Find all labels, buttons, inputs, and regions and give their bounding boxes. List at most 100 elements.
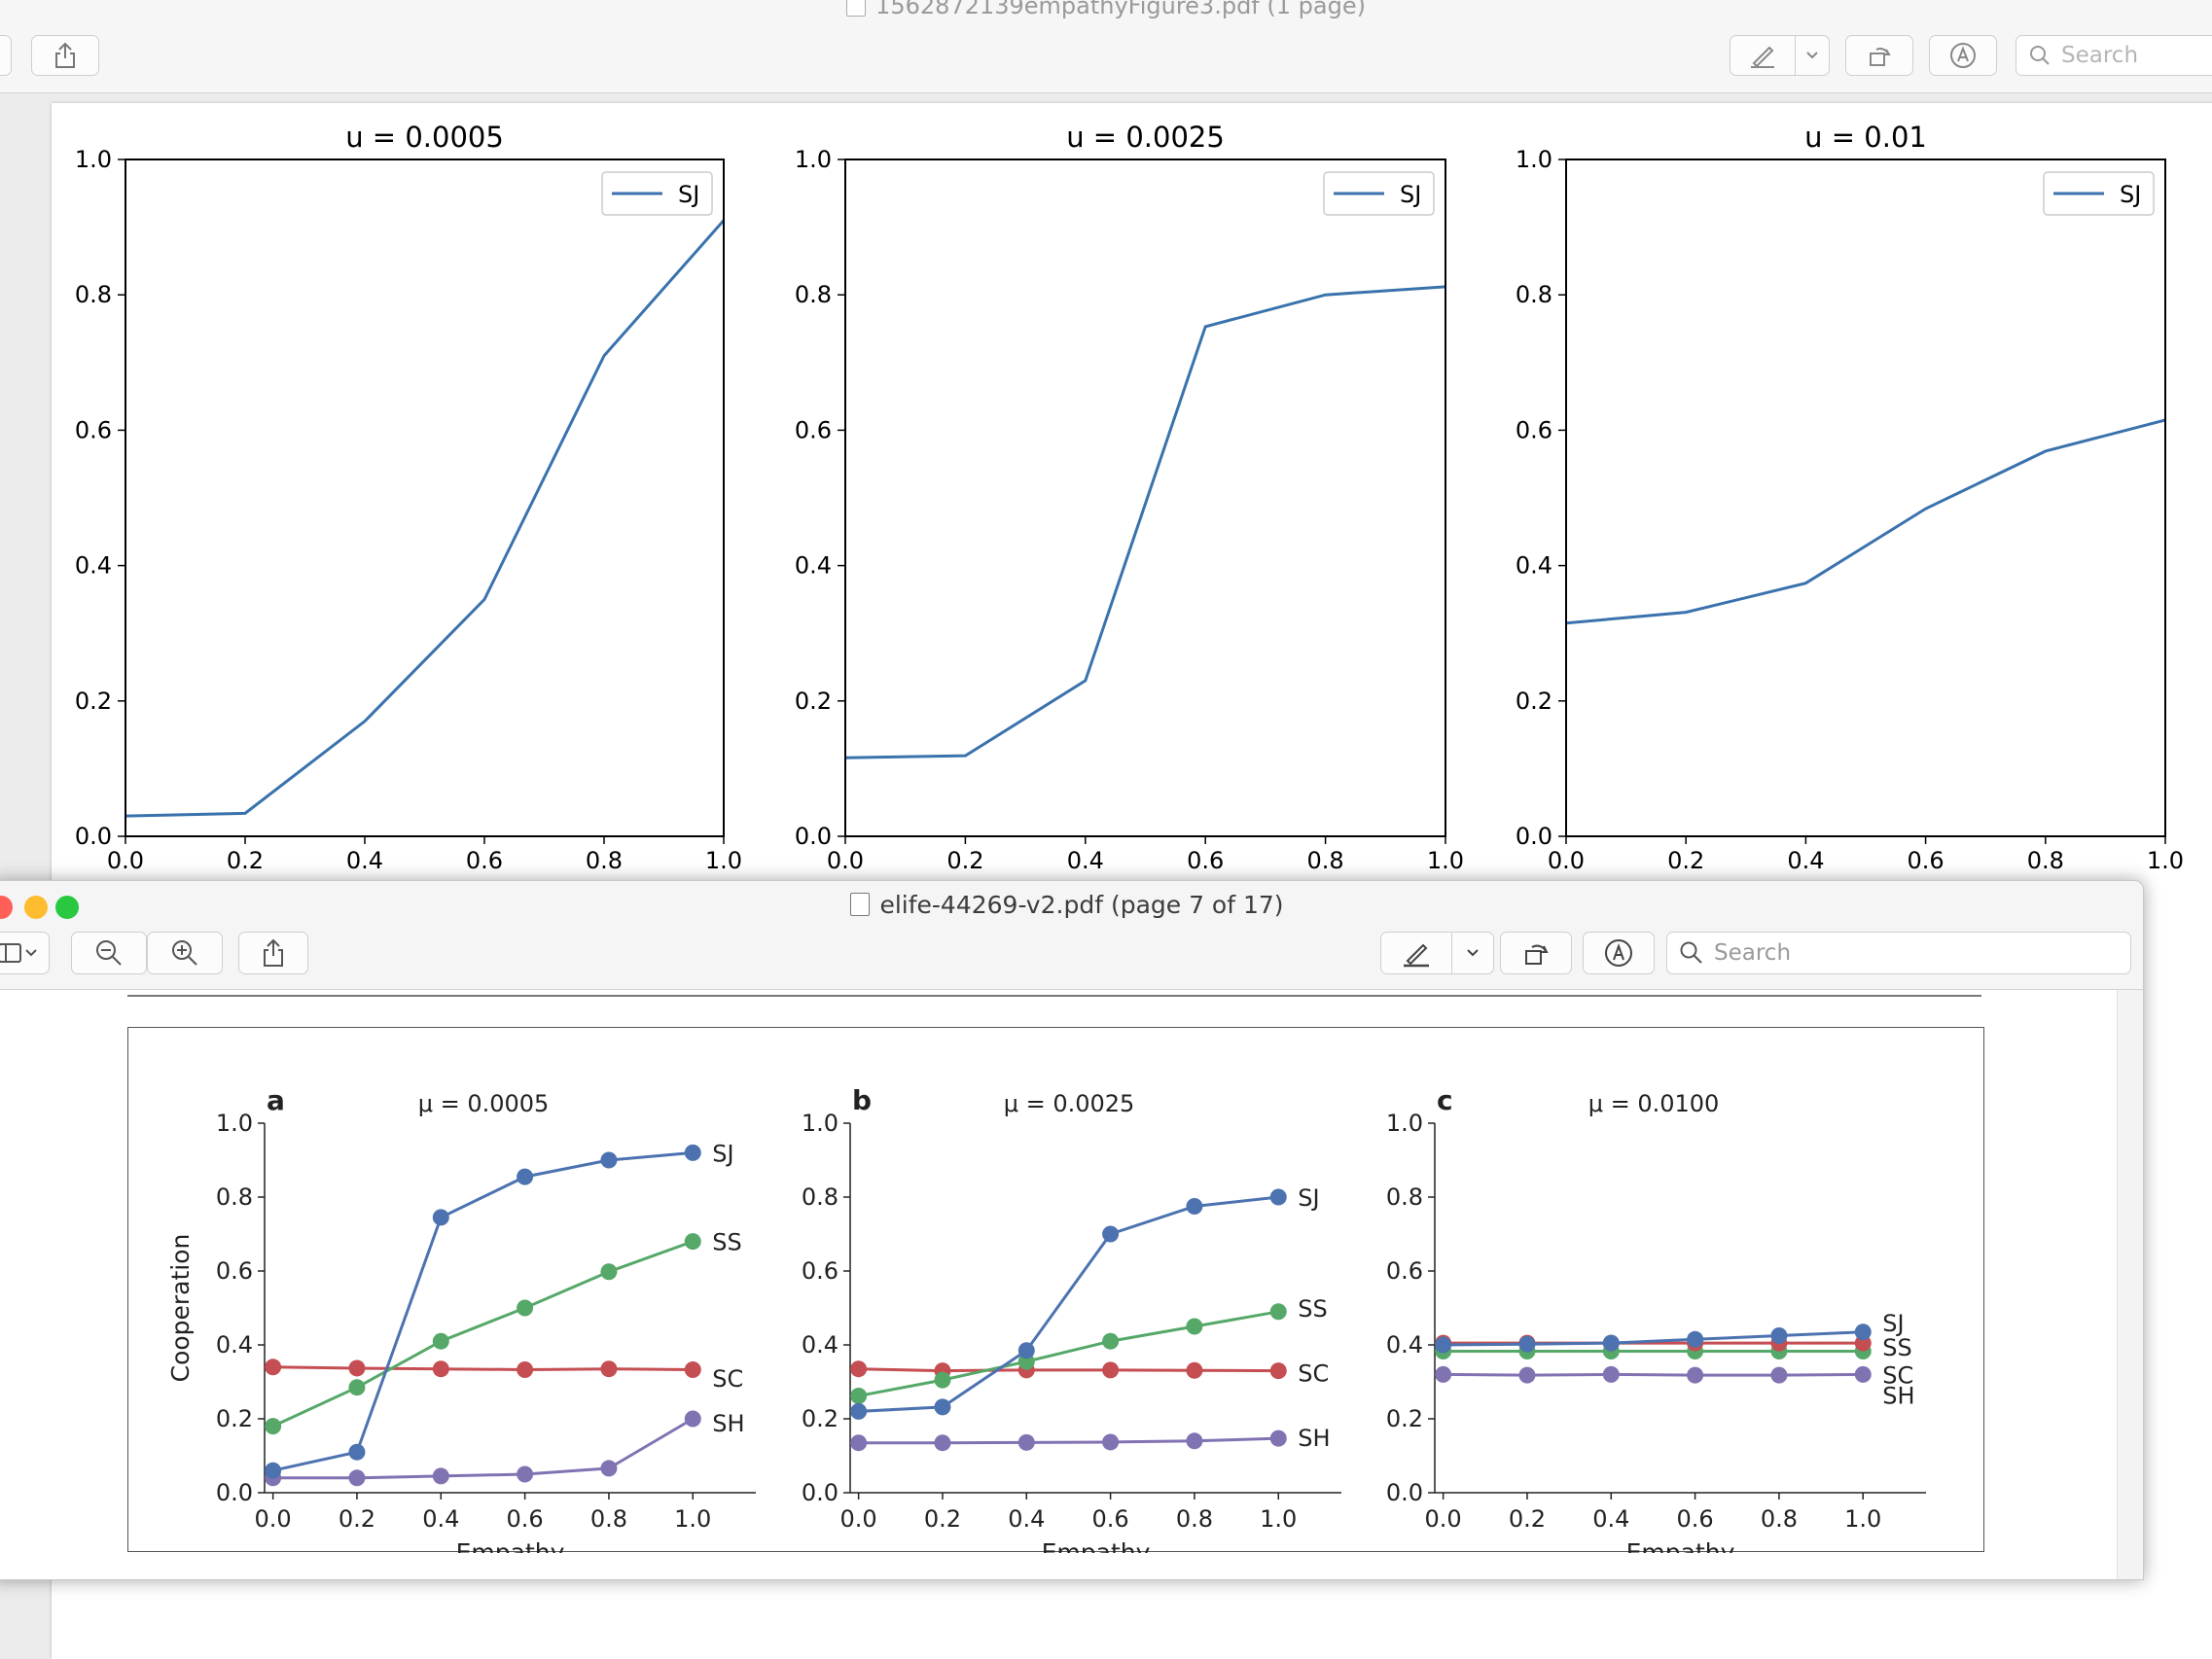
bottom-chart-a: a μ = 0.0005 0.0 0.2 0.4 0.6 0.8 1.0 0.0 0.2 0.4 0.…: [166, 1084, 756, 1553]
series-point-sh: [432, 1467, 449, 1485]
minimize-window-button[interactable]: [24, 896, 48, 919]
series-point-sh: [1017, 1433, 1035, 1451]
close-window-button[interactable]: [0, 896, 13, 919]
x-tick-label: 0.6: [507, 1505, 544, 1533]
y-tick-label: 0.4: [802, 1331, 838, 1359]
series-point-sj: [1854, 1324, 1872, 1341]
series-point-sh: [1602, 1365, 1620, 1383]
annotate-icon: [1605, 939, 1632, 967]
x-tick-label: 0.4: [1067, 847, 1104, 874]
markup-pen-icon: [1751, 46, 1774, 68]
y-tick-label: 0.4: [216, 1331, 253, 1359]
x-axis-label: Empathy: [456, 1538, 565, 1553]
x-tick-label: 0.2: [1509, 1505, 1546, 1533]
back-markup-button[interactable]: [1730, 35, 1796, 76]
x-tick-label: 0.2: [1667, 847, 1704, 874]
x-tick-label: 1.0: [674, 1505, 711, 1533]
zoom-window-button[interactable]: [55, 896, 79, 919]
markup-dropdown[interactable]: [1451, 932, 1494, 974]
series-line-sh: [858, 1436, 1279, 1445]
x-tick-label: 0.6: [466, 847, 503, 874]
series-point-sj: [1602, 1334, 1620, 1352]
bottom-figure: a μ = 0.0005 0.0 0.2 0.4 0.6 0.8 1.0 0.0 0.2 0.4 0.…: [166, 1084, 1926, 1553]
x-tick-label: 1.0: [2147, 847, 2184, 874]
series-point-sh: [1518, 1366, 1536, 1384]
series-line-sj: [858, 1195, 1279, 1413]
y-tick-label: 0.2: [802, 1405, 838, 1432]
share-button[interactable]: [238, 932, 308, 974]
series-line-ss: [858, 1310, 1279, 1397]
rotate-icon: [1525, 944, 1549, 965]
series-point-sh: [600, 1460, 618, 1477]
x-tick-label: 1.0: [1260, 1505, 1297, 1533]
back-window-toolbar: 1562872139empathyFigure3.pdf (1 page) Se…: [0, 0, 2212, 93]
series-line-sj: [1443, 1330, 1864, 1347]
series-end-label-sh: SH: [1882, 1382, 1914, 1409]
series-line-sj: [845, 285, 1445, 759]
back-markup-dropdown[interactable]: [1795, 35, 1830, 76]
legend-label: SJ: [2120, 181, 2141, 208]
series-end-label-sh: SH: [1298, 1425, 1330, 1452]
back-window-title: 1562872139empathyFigure3.pdf (1 page): [0, 0, 2212, 19]
annotate-button[interactable]: [1583, 932, 1655, 974]
series-line-sc: [272, 1365, 694, 1371]
search-field[interactable]: Search: [1666, 932, 2131, 974]
series-point-sc: [517, 1360, 534, 1378]
back-rotate-button[interactable]: [1845, 35, 1913, 76]
y-tick-label: 0.8: [802, 1183, 838, 1211]
y-tick-label: 0.8: [75, 281, 112, 308]
series-point-sh: [1186, 1432, 1203, 1450]
x-tick-label: 0.4: [1008, 1505, 1045, 1533]
zoom-out-icon: [96, 940, 122, 966]
series-line-ss: [272, 1240, 694, 1428]
series-point-sj: [684, 1144, 701, 1161]
front-window-title: elife-44269-v2.pdf (page 7 of 17): [0, 891, 2143, 919]
series-point-sj: [1017, 1342, 1035, 1359]
front-window-toolbar: elife-44269-v2.pdf (page 7 of 17) Search: [0, 881, 2143, 990]
back-search-placeholder: Search: [2061, 43, 2139, 68]
y-tick-label: 0.8: [1516, 281, 1552, 308]
top-chart-1: u = 0.0005 0.0 0.2 0.4 0.6 0.8 1.0 0.0 0.2 0.4 0.6…: [75, 121, 742, 874]
markup-pen-icon: [1404, 943, 1429, 968]
back-search-field[interactable]: Search: [2016, 35, 2212, 76]
series-point-sc: [1269, 1362, 1287, 1380]
zoom-out-button[interactable]: [71, 932, 147, 974]
series-point-sc: [600, 1360, 618, 1378]
rotate-button[interactable]: [1500, 932, 1572, 974]
series-point-ss: [684, 1233, 701, 1251]
series-point-sj: [600, 1151, 618, 1169]
series-end-label-sc: SC: [712, 1365, 743, 1393]
y-tick-label: 0.2: [216, 1405, 253, 1432]
y-tick-label: 0.8: [795, 281, 832, 308]
chart-title: u = 0.0025: [1066, 121, 1225, 154]
series-end-label-sh: SH: [712, 1410, 744, 1437]
x-tick-label: 0.8: [2027, 847, 2064, 874]
x-tick-label: 0.6: [1677, 1505, 1714, 1533]
series-point-sc: [850, 1360, 868, 1378]
back-annotate-button[interactable]: [1929, 35, 1997, 76]
y-tick-label: 0.2: [75, 688, 112, 715]
back-sidebar-button[interactable]: [0, 35, 12, 76]
series-point-sh: [850, 1434, 868, 1452]
series-point-ss: [850, 1387, 868, 1404]
x-axis-label: Empathy: [1626, 1538, 1735, 1553]
markup-button[interactable]: [1380, 932, 1452, 974]
chevron-down-icon: [1806, 52, 1818, 59]
search-placeholder: Search: [1714, 940, 1792, 966]
pdf-document-icon: [850, 893, 871, 916]
series-point-sh: [934, 1434, 951, 1452]
y-tick-label: 0.8: [216, 1183, 253, 1211]
series-point-sj: [1518, 1335, 1536, 1353]
axes-frame: [1565, 159, 2166, 837]
x-tick-label: 0.6: [1908, 847, 1944, 874]
series-point-sh: [517, 1465, 534, 1483]
vertical-scrollbar[interactable]: [2117, 990, 2143, 1579]
front-pdf-page: a μ = 0.0005 0.0 0.2 0.4 0.6 0.8 1.0 0.0 0.2 0.4 0.…: [0, 990, 2131, 1579]
y-tick-label: 0.8: [1386, 1183, 1423, 1211]
series-point-ss: [1102, 1332, 1120, 1350]
back-share-button[interactable]: [31, 35, 99, 76]
zoom-in-button[interactable]: [147, 932, 223, 974]
sidebar-toggle-button[interactable]: [0, 932, 50, 974]
y-tick-label: 0.4: [1386, 1331, 1423, 1359]
x-tick-label: 0.4: [346, 847, 383, 874]
